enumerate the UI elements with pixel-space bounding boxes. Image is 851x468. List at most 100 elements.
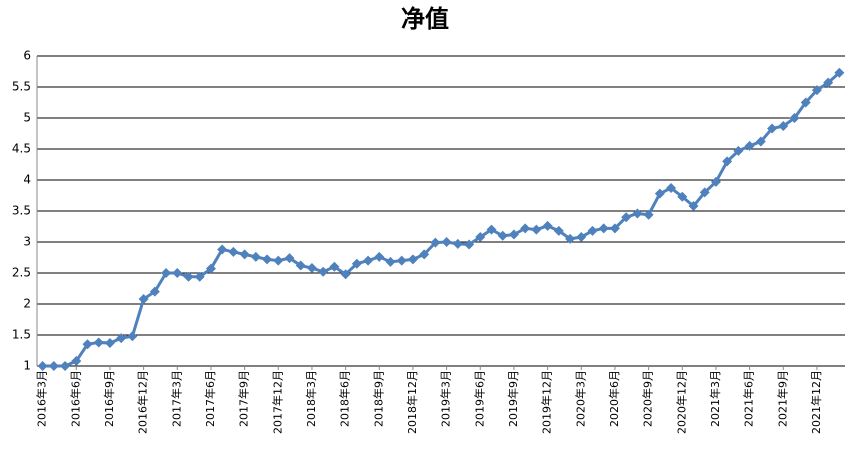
marker [654, 188, 665, 199]
marker [329, 261, 340, 272]
x-tick-label: 2016年3月 [35, 370, 49, 427]
x-tick-label: 2018年3月 [304, 370, 318, 427]
marker [609, 223, 620, 234]
marker [553, 225, 564, 236]
marker [104, 338, 115, 349]
x-tick-label: 2019年9月 [506, 370, 520, 427]
marker [441, 237, 452, 247]
marker [587, 225, 598, 236]
y-tick-label: 1 [23, 359, 31, 373]
marker [48, 361, 59, 371]
x-tick-label: 2016年6月 [68, 370, 82, 427]
marker [60, 361, 71, 371]
marker [811, 85, 822, 96]
marker [149, 286, 160, 297]
marker [138, 294, 149, 305]
marker [542, 220, 553, 231]
marker [565, 233, 576, 244]
marker [71, 356, 82, 367]
marker [800, 97, 811, 108]
y-tick-label: 4.5 [12, 142, 31, 156]
marker [576, 232, 587, 243]
marker [318, 266, 329, 277]
marker [823, 77, 834, 88]
x-tick-label: 2020年9月 [641, 370, 655, 427]
marker [262, 254, 273, 265]
marker [385, 256, 396, 267]
marker [351, 258, 362, 269]
marker [228, 246, 239, 257]
x-tick-label: 2020年6月 [607, 370, 621, 427]
marker [82, 339, 93, 350]
marker [699, 187, 710, 198]
marker [688, 201, 699, 212]
y-tick-label: 3 [23, 235, 31, 249]
marker [396, 255, 407, 266]
marker [306, 263, 317, 274]
line [42, 71, 841, 368]
marker [486, 224, 497, 235]
x-tick-label: 2017年12月 [270, 370, 284, 434]
marker [744, 140, 755, 151]
marker [531, 224, 542, 235]
marker [374, 251, 385, 262]
y-tick-label: 5.5 [12, 80, 31, 94]
y-tick-label: 2 [23, 297, 31, 311]
x-tick-label: 2018年6月 [338, 370, 352, 427]
x-tick-label: 2017年9月 [237, 370, 251, 427]
marker [767, 123, 778, 134]
x-tick-label: 2017年6月 [203, 370, 217, 427]
x-tick-label: 2019年6月 [472, 370, 486, 427]
marker [194, 271, 205, 282]
x-tick-label: 2020年3月 [573, 370, 587, 427]
x-tick-label: 2016年12月 [136, 370, 150, 434]
marker [250, 251, 261, 262]
marker [284, 253, 295, 264]
x-tick-label: 2021年6月 [742, 370, 756, 427]
marker [710, 176, 721, 187]
chart-title: 净值 [401, 5, 449, 33]
marker [295, 260, 306, 271]
marker [520, 223, 531, 234]
x-tick-label: 2021年3月 [708, 370, 722, 427]
marker [116, 333, 127, 344]
x-tick-label: 2021年9月 [775, 370, 789, 427]
marker [464, 239, 475, 250]
marker [789, 113, 800, 123]
x-tick-label: 2019年12月 [540, 370, 554, 434]
marker [127, 331, 138, 342]
marker [430, 237, 441, 248]
x-tick-label: 2020年12月 [674, 370, 688, 434]
marker [161, 268, 172, 278]
marker [497, 230, 508, 241]
marker [217, 244, 228, 255]
marker [363, 255, 374, 266]
marker [452, 238, 463, 249]
marker [172, 268, 183, 278]
y-tick-label: 5 [23, 111, 31, 125]
marker [37, 361, 48, 371]
marker [677, 191, 688, 202]
marker [643, 209, 654, 220]
x-tick-label: 2021年12月 [809, 370, 823, 434]
marker [598, 223, 609, 234]
y-tick-label: 4 [23, 173, 31, 187]
y-tick-label: 3.5 [12, 204, 31, 218]
marker [340, 269, 351, 280]
y-tick-label: 1.5 [12, 328, 31, 342]
x-tick-label: 2018年9月 [371, 370, 385, 427]
marker [407, 254, 418, 265]
marker [475, 232, 486, 243]
marker [508, 229, 519, 240]
marker [183, 271, 194, 282]
marker [733, 145, 744, 156]
marker [632, 208, 643, 219]
marker [755, 136, 766, 147]
x-tick-label: 2017年3月 [169, 370, 183, 427]
marker [419, 249, 430, 260]
marker [621, 212, 632, 223]
marker [778, 121, 789, 132]
marker [273, 255, 284, 266]
